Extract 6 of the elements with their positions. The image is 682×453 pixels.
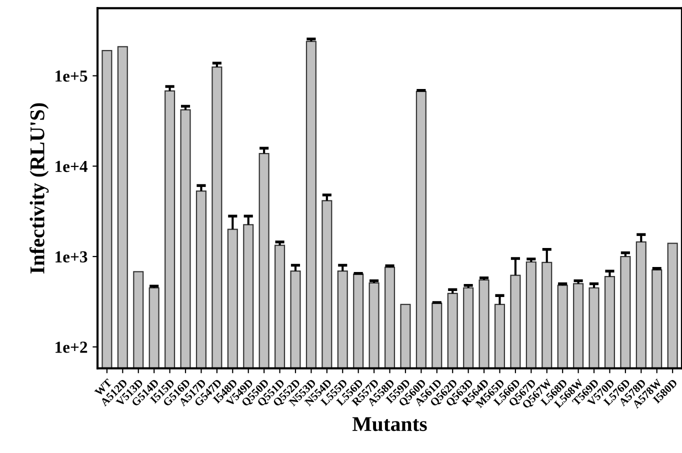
x-axis-title: Mutants [352, 417, 427, 432]
y-axis-title: Infectivity (RLU'S) [30, 103, 49, 274]
y-tick-label: 1e+3 [56, 251, 88, 262]
y-tick-label: 1e+2 [56, 342, 88, 353]
y-tick-label: 1e+4 [56, 160, 88, 172]
y-tick-label: 1e+5 [56, 70, 88, 82]
